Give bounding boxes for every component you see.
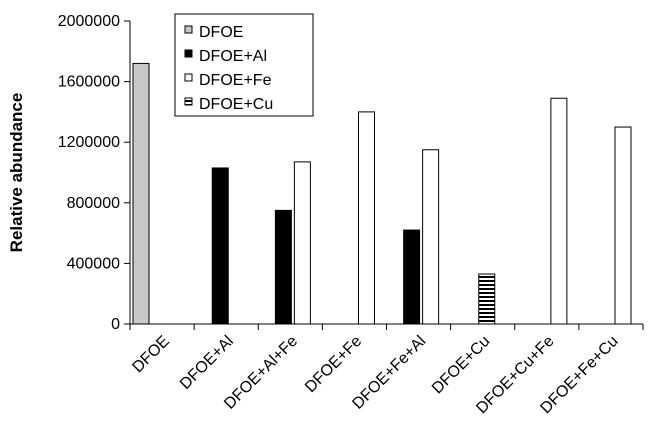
legend-swatch [184, 73, 193, 82]
x-tick-label: DFOE+Fe [302, 333, 365, 396]
bar-dfoe-fe-dfoe-fe-cu [614, 126, 632, 325]
bar-dfoe-fe-dfoe-fe-al [422, 149, 440, 325]
bar-dfoe-dfoe [132, 62, 150, 325]
x-tick-label: DFOE+Cu [429, 333, 494, 398]
bar-dfoe-cu-dfoe-cu [478, 273, 496, 325]
y-tick-label: 0 [111, 316, 120, 333]
bar-dfoe-al-dfoe-al [211, 167, 229, 325]
legend-swatch [184, 97, 193, 106]
y-tick-label: 800000 [67, 195, 120, 212]
legend: DFOE DFOE+Al DFOE+Fe DFOE+Cu [174, 13, 314, 117]
y-tick-label: 2000000 [58, 13, 120, 30]
legend-box [174, 13, 314, 117]
legend-entry: DFOE+Cu [199, 96, 273, 113]
legend-entry: DFOE+Al [199, 48, 267, 65]
legend-swatch [184, 25, 193, 34]
legend-entry: DFOE+Fe [199, 72, 272, 89]
bar-dfoe-al-dfoe-al-fe [274, 209, 292, 325]
y-axis-label: Relative abundance [7, 93, 26, 253]
bar-dfoe-al-dfoe-fe-al [403, 229, 421, 325]
bar-dfoe-fe-dfoe-fe [358, 111, 375, 325]
y-tick-label: 400000 [67, 255, 120, 272]
y-tick-label: 1200000 [58, 134, 120, 151]
x-tick-label: DFOE [129, 333, 172, 376]
bar-dfoe-fe-dfoe-al-fe [293, 161, 311, 325]
y-tick-label: 1600000 [58, 74, 120, 91]
legend-entry: DFOE [199, 24, 243, 41]
x-tick-label: DFOE+Al [177, 333, 237, 393]
bar-dfoe-fe-dfoe-cu-fe [550, 97, 568, 325]
legend-swatch [184, 49, 193, 58]
